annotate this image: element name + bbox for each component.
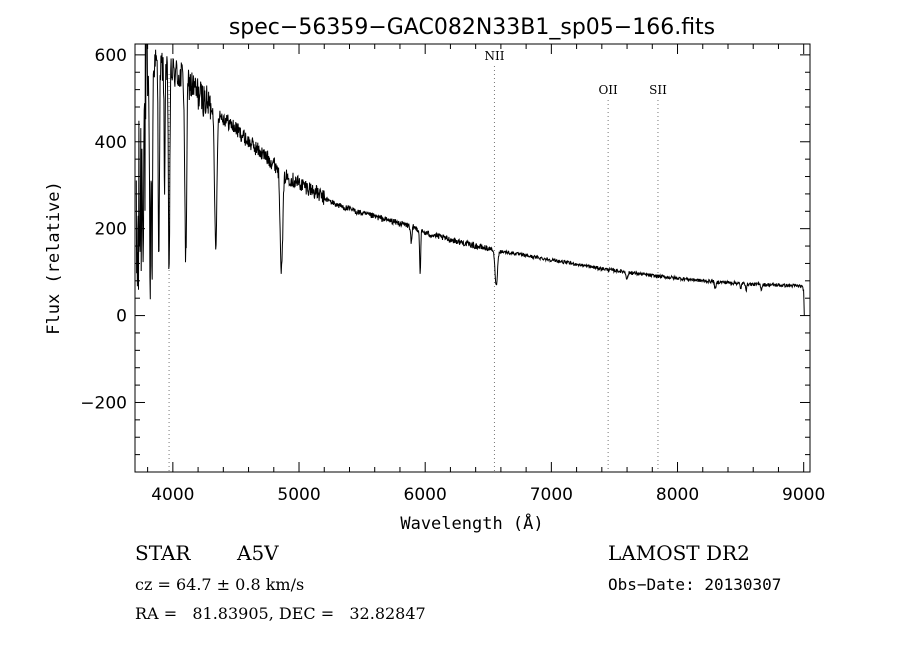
y-tick-label: 200 — [95, 220, 127, 240]
x-axis-label: Wavelength (Å) — [400, 512, 543, 534]
x-tick-label: 4000 — [151, 485, 194, 505]
spectrum-series-line — [135, 43, 805, 316]
spectral-subclass: A5V — [236, 541, 279, 565]
x-tick-label: 5000 — [277, 485, 320, 505]
x-tick-label: 6000 — [404, 485, 447, 505]
y-axis-label: Flux (relative) — [44, 181, 64, 335]
survey-name: LAMOST DR2 — [608, 541, 750, 565]
chart-title: spec−56359−GAC082N33B1_sp05−166.fits — [229, 15, 715, 40]
y-tick-label: −200 — [80, 393, 127, 413]
coordinates-line: RA = 81.83905, DEC = 32.82847 — [135, 604, 426, 623]
axis-ticks — [135, 44, 810, 472]
x-tick-label: 7000 — [530, 485, 573, 505]
redshift-line: cz = 64.7 ± 0.8 km/s — [135, 575, 304, 594]
x-tick-labels: 4000 5000 6000 7000 8000 9000 — [151, 485, 825, 505]
spectral-line-label: SII — [649, 83, 667, 97]
y-tick-label: 0 — [116, 307, 127, 327]
y-tick-label: 600 — [95, 46, 127, 66]
y-tick-labels: −200 0 200 400 600 — [80, 46, 127, 414]
spectral-line-label: NII — [484, 49, 504, 63]
spectral-line-label: OII — [598, 83, 618, 97]
object-type: STAR — [135, 541, 191, 565]
x-tick-label: 9000 — [782, 485, 825, 505]
y-tick-label: 400 — [95, 133, 127, 153]
observation-date: Obs−Date: 20130307 — [608, 575, 781, 594]
plot-frame — [134, 43, 811, 473]
line-markers: NII OII SII — [168, 49, 667, 472]
x-tick-label: 8000 — [656, 485, 699, 505]
